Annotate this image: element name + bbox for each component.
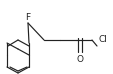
Text: Cl: Cl [98,36,106,44]
Text: F: F [25,13,30,22]
Text: O: O [76,56,83,65]
